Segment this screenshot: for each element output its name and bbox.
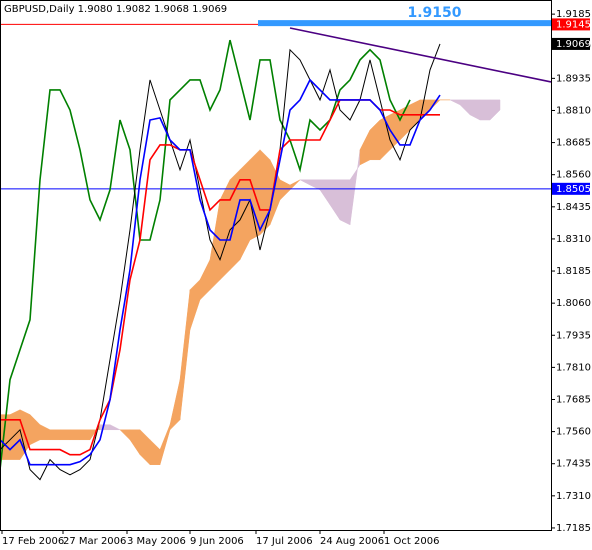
- y-tick-label: 1.7560: [556, 427, 591, 438]
- cloud-segment: [69, 429, 81, 441]
- x-tick-label: 17 Jul 2006: [256, 536, 313, 547]
- level-label: 1.9150: [407, 5, 461, 21]
- series-line: [0, 43, 441, 481]
- x-tick-label: 17 Feb 2006: [2, 536, 64, 547]
- cloud-segment: [339, 179, 351, 226]
- y-tick-label: 1.7185: [556, 523, 591, 534]
- cloud-segment: [259, 149, 271, 236]
- cloud-segment: [79, 429, 91, 441]
- price-box: [552, 37, 590, 50]
- cloud-segment: [109, 424, 121, 431]
- y-tick-label: 1.8185: [556, 266, 591, 277]
- y-tick-label: 1.7435: [556, 459, 591, 470]
- price-box-label: 1.9145: [556, 19, 591, 30]
- x-tick-label: 3 May 2006: [127, 536, 186, 547]
- y-tick-label: 1.8060: [556, 298, 591, 309]
- y-tick-label: 1.8685: [556, 138, 591, 149]
- x-tick-label: 27 Mar 2006: [63, 536, 126, 547]
- x-tick-label: 9 Jun 2006: [190, 536, 244, 547]
- plot-area: [0, 20, 552, 481]
- y-tick-label: 1.7935: [556, 330, 591, 341]
- price-box: [552, 18, 590, 31]
- series-line: [0, 78, 441, 466]
- trend-line: [289, 27, 552, 83]
- price-box: [552, 182, 590, 195]
- chart-title: GBPUSD,Daily 1.9080 1.9082 1.9068 1.9069: [4, 4, 227, 15]
- y-tick-label: 1.8935: [556, 73, 591, 84]
- cloud-segment: [479, 99, 491, 121]
- x-tick-label: 1 Oct 2006: [384, 536, 439, 547]
- cloud-segment: [489, 99, 501, 121]
- cloud-segment: [289, 179, 301, 191]
- y-tick-label: 1.8435: [556, 202, 591, 213]
- x-tick-label: 24 Aug 2006: [320, 536, 384, 547]
- y-tick-label: 1.8560: [556, 170, 591, 181]
- y-tick-label: 1.9185: [556, 9, 591, 20]
- price-box-label: 1.9069: [556, 39, 591, 50]
- series-line: [0, 39, 411, 470]
- plot-frame: [0, 0, 552, 531]
- y-tick-label: 1.8810: [556, 105, 591, 116]
- cloud-segment: [59, 429, 71, 441]
- y-tick-label: 1.7685: [556, 394, 591, 405]
- cloud-segment: [99, 424, 111, 431]
- y-tick-label: 1.7310: [556, 491, 591, 502]
- price-box-label: 1.8505: [556, 184, 591, 195]
- y-tick-label: 1.7810: [556, 362, 591, 373]
- y-tick-label: 1.8310: [556, 234, 591, 245]
- cloud-segment: [49, 429, 61, 441]
